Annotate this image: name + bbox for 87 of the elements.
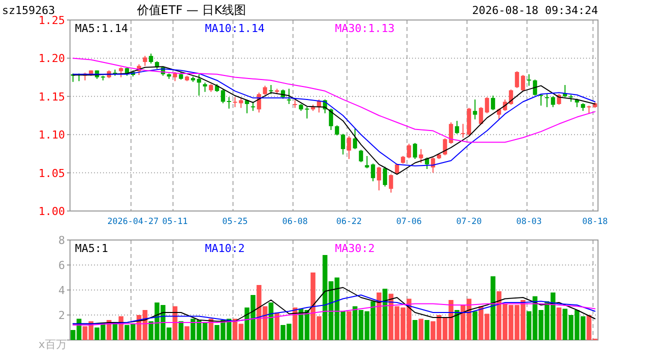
candlestick xyxy=(454,120,460,134)
candlestick xyxy=(490,95,496,111)
bar xyxy=(424,320,430,340)
y-tick-label: 2 xyxy=(58,309,65,322)
x-tick-label: 08-03 xyxy=(516,217,542,227)
text: 2026-08-18 09:34:24 xyxy=(472,4,598,17)
bar xyxy=(412,320,418,340)
text: MA5:1 xyxy=(75,242,108,255)
text: MA5:1.14 xyxy=(75,22,128,35)
x-tick-label: 05-11 xyxy=(162,217,188,227)
bar xyxy=(292,308,298,340)
candlestick xyxy=(484,96,490,114)
candlestick xyxy=(340,133,346,155)
bar xyxy=(184,326,190,340)
candlestick xyxy=(238,97,244,108)
candlestick xyxy=(364,155,370,169)
bar xyxy=(172,306,178,340)
candlestick xyxy=(550,96,556,108)
candlestick xyxy=(382,166,388,188)
candlestick xyxy=(388,174,394,194)
y-tick-label: 1.15 xyxy=(38,90,65,104)
bar xyxy=(376,292,382,340)
y-tick-label: 1.25 xyxy=(38,14,65,27)
candlestick xyxy=(514,70,520,88)
y-tick-label: 4 xyxy=(58,284,66,297)
x-tick-label: 07-06 xyxy=(396,217,422,227)
candlestick xyxy=(346,136,352,160)
line-series xyxy=(72,303,596,326)
bar xyxy=(490,276,496,340)
x-tick-label: 05-25 xyxy=(222,217,248,227)
bar xyxy=(274,312,280,340)
candlestick xyxy=(268,84,274,95)
bar xyxy=(382,288,388,340)
candlestick xyxy=(334,124,340,136)
x-tick-label: 08-18 xyxy=(582,217,608,227)
candlestick xyxy=(406,143,412,159)
candlestick xyxy=(418,148,424,164)
line-series xyxy=(72,294,596,324)
candlestick xyxy=(544,94,550,108)
line-series xyxy=(72,58,596,143)
bar xyxy=(472,311,478,340)
candlestick xyxy=(304,106,310,120)
y-tick-label: 6 xyxy=(58,259,65,272)
candlestick xyxy=(370,163,376,182)
candlestick xyxy=(292,100,298,108)
candlestick xyxy=(202,82,208,92)
candlestick xyxy=(118,66,124,78)
candlestick xyxy=(220,89,226,104)
candlestick xyxy=(352,128,358,150)
candlestick xyxy=(226,96,232,110)
y-axis-title: x百万 xyxy=(38,338,67,351)
text: MA10:1.14 xyxy=(205,22,265,35)
x-tick-label: 06-08 xyxy=(282,217,308,227)
y-tick-label: 1.05 xyxy=(38,166,65,180)
bar xyxy=(454,310,460,340)
x-tick-label: 2026-04-27 xyxy=(107,217,159,227)
x-tick-label: 06-22 xyxy=(336,217,362,227)
candlestick xyxy=(250,101,256,112)
text: MA10:2 xyxy=(205,242,245,255)
bar xyxy=(346,311,352,340)
candlestick xyxy=(460,123,466,138)
text: MA30:1.13 xyxy=(335,22,395,35)
candlestick xyxy=(448,122,454,144)
y-tick-label: 1.00 xyxy=(38,205,65,218)
candlestick xyxy=(262,85,268,96)
y-tick-label: 1.10 xyxy=(38,128,65,142)
candlestick xyxy=(232,96,238,108)
chart-title: 价值ETF — 日K线图 xyxy=(136,3,246,17)
candlestick xyxy=(376,166,382,191)
bar xyxy=(268,302,274,340)
candlestick xyxy=(286,88,292,105)
bar xyxy=(556,308,562,340)
text: MA30:2 xyxy=(335,242,375,255)
y-tick-label: 1.20 xyxy=(38,52,65,66)
candlestick xyxy=(142,55,148,66)
candlestick xyxy=(358,149,364,163)
candlestick xyxy=(148,53,154,64)
candlestick xyxy=(526,74,532,86)
y-tick-label: 8 xyxy=(58,234,65,247)
text: sz159263 xyxy=(2,4,55,17)
candlestick xyxy=(172,71,178,82)
bar xyxy=(418,318,424,340)
bar xyxy=(208,318,214,340)
x-tick-label: 07-20 xyxy=(456,217,482,227)
candlestick xyxy=(412,142,418,160)
bar xyxy=(178,321,184,340)
candlestick xyxy=(520,74,526,92)
